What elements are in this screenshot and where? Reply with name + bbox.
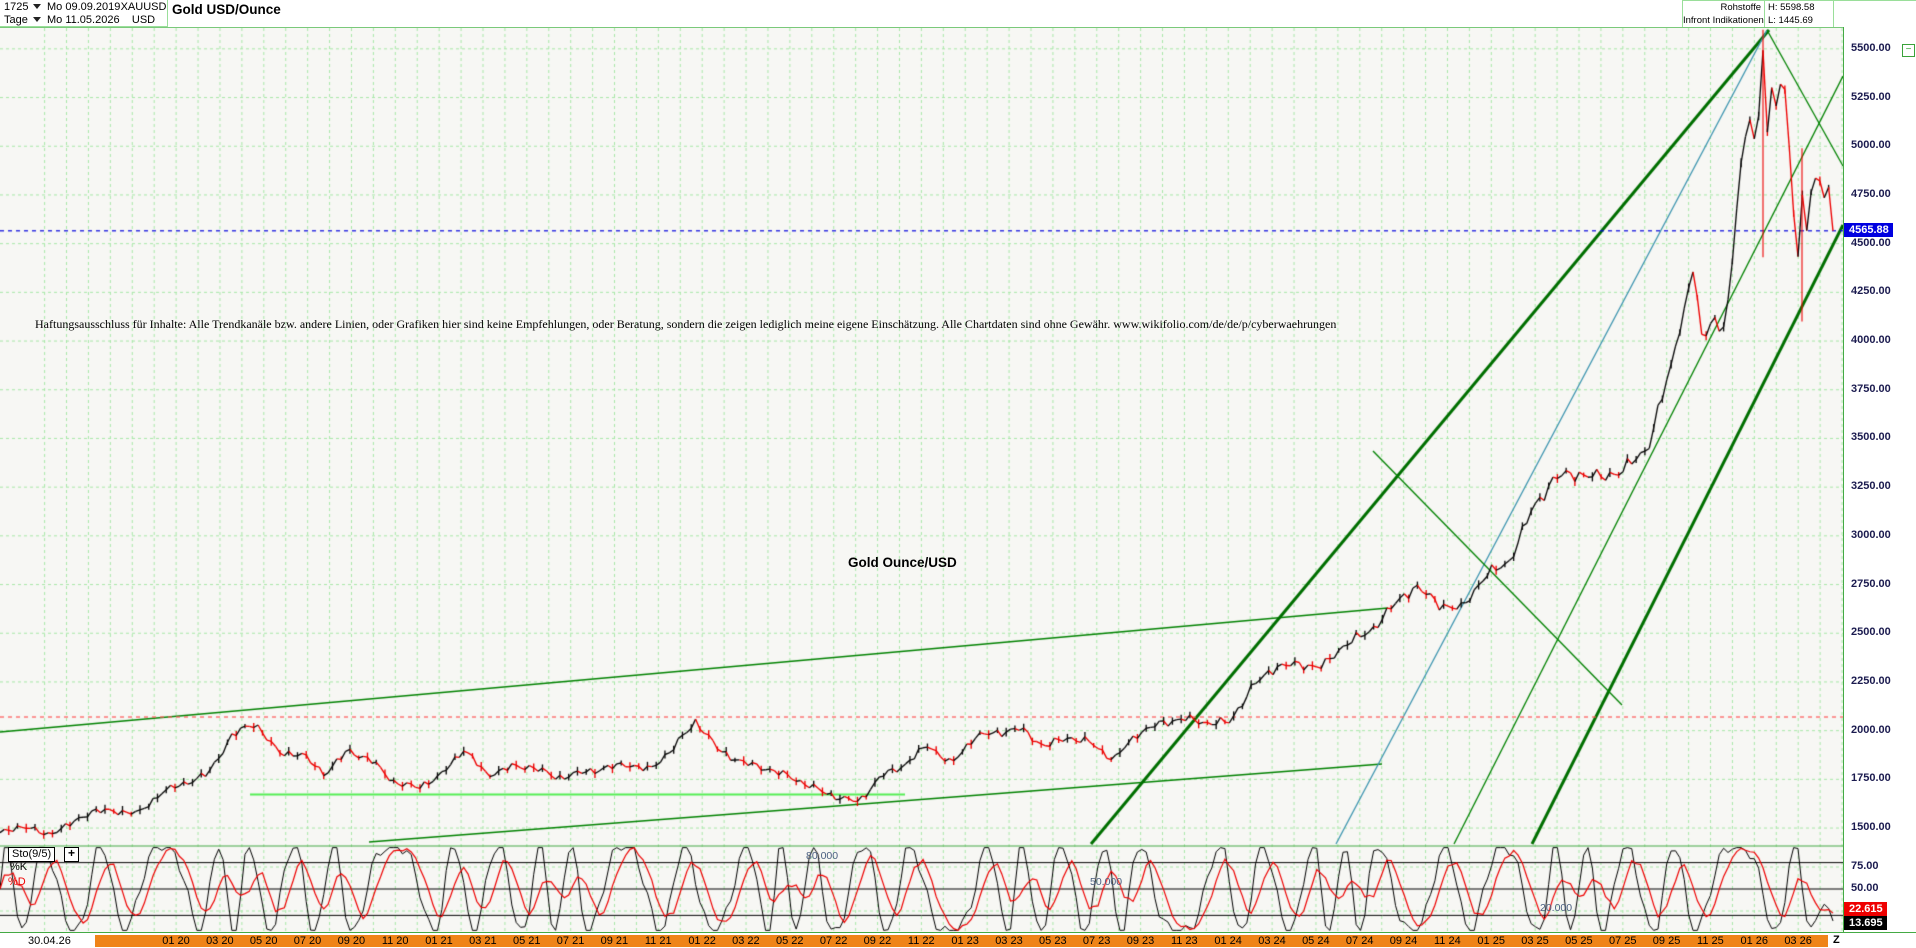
- time-axis-label: 07 21: [556, 935, 585, 947]
- price-tick-label: 4250.00: [1851, 285, 1891, 298]
- period-low: L: 1445.69: [1768, 15, 1813, 26]
- date-to-field[interactable]: Mo 11.05.2026: [44, 13, 123, 27]
- time-axis-band: [95, 935, 1828, 947]
- source-provider: Infront Indikationen: [1683, 15, 1764, 26]
- time-axis-label: 05 24: [1302, 935, 1330, 947]
- add-indicator-icon[interactable]: +: [64, 847, 79, 862]
- header-empty-cell: [1833, 0, 1916, 28]
- time-axis-label: 01 20: [162, 935, 190, 947]
- price-tick-label: 5000.00: [1851, 139, 1891, 152]
- time-axis-label: 03 26: [1784, 935, 1812, 947]
- sto-level-label: 50.000: [1090, 876, 1123, 888]
- axis-start-date: 30.04.26: [28, 935, 71, 947]
- time-axis-label: 01 25: [1477, 935, 1505, 947]
- time-axis-label: 07 20: [293, 935, 322, 947]
- bars-count-dropdown[interactable]: 1725: [0, 0, 48, 14]
- bars-count-value: 1725: [4, 0, 29, 13]
- time-axis[interactable]: 30.04.26 Z 01 20 03 20 05 20 07 20 09 20 11 2…: [0, 932, 1916, 948]
- sto-tick-label: 75.00: [1851, 860, 1879, 872]
- price-tick-label: 4500.00: [1851, 236, 1891, 249]
- sto-level-label: 20.000: [1540, 902, 1573, 915]
- chart-plot-area[interactable]: Haftungsausschluss für Inhalte: Alle Tre…: [0, 27, 1843, 933]
- time-axis-label: 09 22: [863, 935, 892, 947]
- time-axis-label: 11 22: [907, 935, 935, 947]
- instrument-watermark: Gold Ounce/USD: [848, 555, 957, 570]
- source-category: Rohstoffe: [1720, 2, 1762, 13]
- indicator-name-box[interactable]: Sto(9/5): [8, 847, 56, 862]
- price-tick-label: 2250.00: [1851, 674, 1891, 687]
- time-axis-label: 05 21: [512, 935, 541, 947]
- time-axis-label: 11 20: [381, 935, 409, 947]
- timeframe-dropdown[interactable]: Tage: [0, 13, 48, 27]
- price-tick-label: 2500.00: [1851, 626, 1891, 639]
- time-axis-label: 01 24: [1214, 935, 1242, 947]
- time-axis-label: 07 23: [1082, 935, 1111, 947]
- time-axis-label: 09 24: [1389, 935, 1418, 947]
- price-tick-label: 2750.00: [1851, 577, 1891, 590]
- time-axis-label: 09 25: [1652, 935, 1681, 947]
- time-axis-label: 05 22: [775, 935, 804, 947]
- time-axis-label: 03 21: [469, 935, 497, 947]
- chevron-down-icon: [33, 4, 42, 9]
- stochastic-k-label: %K: [10, 861, 28, 873]
- time-axis-label: 01 21: [425, 935, 453, 947]
- time-axis-label: 09 23: [1126, 935, 1155, 947]
- time-axis-label: 01 26: [1740, 935, 1768, 947]
- price-axis[interactable]: − 5500.00 5250.00 5000.00 4750.00 4500.00 425…: [1843, 27, 1916, 932]
- disclaimer-text: Haftungsausschluss für Inhalte: Alle Tre…: [35, 317, 1337, 331]
- stochastic-k-badge: 13.695: [1844, 916, 1887, 930]
- price-tick-label: 5500.00: [1851, 41, 1891, 54]
- chevron-down-icon: [32, 17, 41, 22]
- price-tick-label: 3750.00: [1851, 382, 1891, 395]
- last-price-badge: 4565.88: [1844, 222, 1893, 237]
- date-from-value: Mo 09.09.2019: [47, 0, 121, 13]
- time-axis-label: 09 20: [337, 935, 366, 947]
- time-axis-label: 05 20: [249, 935, 278, 947]
- price-tick-label: 4750.00: [1851, 187, 1891, 200]
- time-axis-label: 05 25: [1565, 935, 1593, 947]
- stochastic-d-label: %D: [8, 876, 26, 888]
- symbol-label: XAUUSD: [120, 0, 168, 14]
- date-to-value: Mo 11.05.2026: [47, 13, 120, 26]
- price-tick-label: 2000.00: [1851, 723, 1891, 736]
- symbol-value: XAUUSD: [120, 0, 167, 13]
- time-axis-label: 03 24: [1258, 935, 1286, 947]
- time-axis-label: 09 21: [600, 935, 629, 947]
- quote-source-box: Rohstoffe Infront Indikationen H: 5598.5…: [1682, 0, 1835, 28]
- price-tick-label: 3500.00: [1851, 431, 1891, 444]
- time-axis-label: 11 24: [1434, 935, 1461, 947]
- price-tick-label: 3000.00: [1851, 528, 1891, 541]
- time-axis-label: 03 22: [732, 935, 760, 947]
- period-high: H: 5598.58: [1768, 2, 1815, 13]
- collapse-panel-icon[interactable]: −: [1902, 44, 1915, 57]
- time-axis-label: 11 25: [1697, 935, 1724, 947]
- time-axis-label: 11 21: [644, 935, 672, 947]
- time-axis-label: 03 23: [995, 935, 1023, 947]
- time-axis-label: 07 22: [819, 935, 848, 947]
- time-axis-label: 11 23: [1170, 935, 1198, 947]
- sto-level-label: 80.000: [806, 849, 839, 862]
- page-title: Gold USD/Ounce: [172, 2, 281, 17]
- time-axis-label: 05 23: [1039, 935, 1067, 947]
- currency-value: USD: [131, 13, 156, 26]
- date-from-field[interactable]: Mo 09.09.2019: [44, 0, 123, 14]
- price-and-indicator-canvas[interactable]: [0, 28, 1843, 933]
- stochastic-d-badge: 22.615: [1844, 902, 1887, 916]
- price-tick-label: 3250.00: [1851, 480, 1891, 493]
- price-tick-label: 5250.00: [1851, 90, 1891, 103]
- time-axis-label: 01 23: [951, 935, 979, 947]
- time-axis-label: 07 24: [1345, 935, 1374, 947]
- time-axis-label: 07 25: [1608, 935, 1637, 947]
- time-axis-label: 03 25: [1521, 935, 1549, 947]
- timeframe-value: Tage: [4, 13, 28, 26]
- axis-end-marker: Z: [1833, 934, 1840, 946]
- time-axis-label: 01 22: [688, 935, 716, 947]
- currency-label: USD: [120, 13, 168, 27]
- time-axis-label: 03 20: [206, 935, 234, 947]
- price-tick-label: 1750.00: [1851, 772, 1891, 785]
- price-tick-label: 1500.00: [1851, 821, 1891, 834]
- price-tick-label: 4000.00: [1851, 334, 1891, 347]
- sto-tick-label: 50.00: [1851, 882, 1879, 894]
